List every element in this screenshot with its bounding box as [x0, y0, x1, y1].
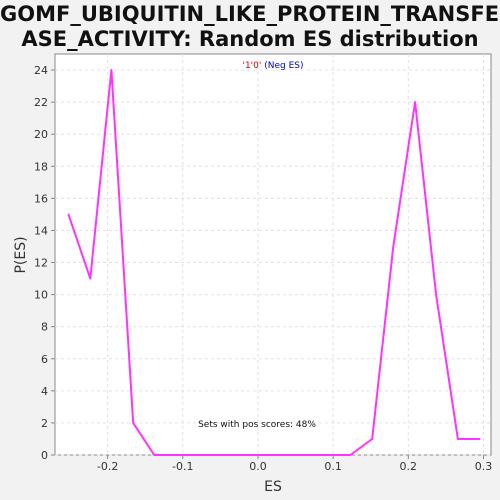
- y-axis-label: P(ES): [13, 236, 29, 273]
- axis-ticks: -0.2 -0.1 0.0 0.1 0.2 0.302468101214161820222…: [34, 64, 492, 473]
- x-tick-label: 0.2: [400, 460, 418, 473]
- data-point: [371, 438, 374, 440]
- x-tick-label: 0.3: [475, 460, 493, 473]
- y-tick-label: 14: [34, 224, 48, 237]
- y-tick-label: 10: [34, 289, 48, 302]
- x-tick-label: -0.1: [172, 460, 193, 473]
- y-tick-label: 12: [34, 257, 48, 270]
- data-point: [349, 454, 352, 456]
- chart-title-line-1: GOMF_UBIQUITIN_LIKE_PROTEIN_TRANSFER: [0, 2, 500, 26]
- data-point: [478, 438, 481, 440]
- data-point: [67, 213, 70, 216]
- x-tick-label: 0.0: [249, 460, 267, 473]
- series-line: [67, 69, 480, 456]
- y-tick-label: 22: [34, 96, 48, 109]
- x-tick-label: -0.2: [97, 460, 118, 473]
- data-point: [392, 245, 395, 248]
- plot-area: [54, 53, 492, 456]
- data-point: [89, 277, 92, 280]
- data-point: [110, 69, 113, 71]
- legend-series-label: (Neg ES): [261, 61, 303, 71]
- y-tick-label: 16: [34, 192, 48, 205]
- chart-title-line-2: ASE_ACTIVITY: Random ES distribution: [21, 27, 479, 51]
- legend-entry: '1'0' (Neg ES): [242, 61, 303, 71]
- data-point: [435, 293, 437, 296]
- chart-title: GOMF_UBIQUITIN_LIKE_PROTEIN_TRANSFER ASE…: [0, 0, 500, 52]
- series-lines: [67, 69, 481, 456]
- y-tick-label: 2: [41, 417, 48, 430]
- y-tick-label: 0: [41, 449, 48, 462]
- y-tick-label: 6: [41, 353, 48, 366]
- data-point: [414, 101, 416, 103]
- x-tick-label: 0.1: [324, 460, 342, 473]
- y-tick-label: 4: [41, 385, 48, 398]
- x-axis-label: ES: [264, 479, 282, 495]
- data-point: [457, 438, 459, 440]
- y-tick-label: 18: [34, 160, 48, 173]
- pos-score-annotation: Sets with pos scores: 48%: [198, 420, 316, 430]
- data-point: [153, 454, 156, 456]
- legend-series-key: '1'0': [242, 61, 261, 71]
- y-tick-label: 20: [34, 128, 48, 141]
- data-point: [132, 422, 134, 424]
- y-tick-label: 24: [34, 64, 48, 77]
- y-tick-label: 8: [41, 321, 48, 334]
